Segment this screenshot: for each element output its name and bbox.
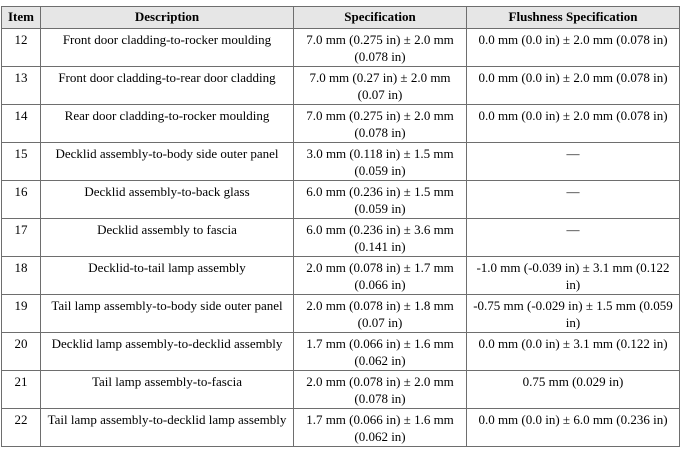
description-cell: Front door cladding-to-rear door claddin… [40, 66, 294, 105]
flushness-cell: 0.75 mm (0.029 in) [466, 370, 680, 409]
description-cell: Tail lamp assembly-to-decklid lamp assem… [40, 408, 294, 447]
specification-cell: 2.0 mm (0.078 in) ± 2.0 mm (0.078 in) [293, 370, 467, 409]
flushness-cell: 0.0 mm (0.0 in) ± 2.0 mm (0.078 in) [466, 104, 680, 143]
flushness-cell: 0.0 mm (0.0 in) ± 3.1 mm (0.122 in) [466, 332, 680, 371]
specification-cell: 1.7 mm (0.066 in) ± 1.6 mm (0.062 in) [293, 408, 467, 447]
table-row: 13 Front door cladding-to-rear door clad… [1, 66, 680, 105]
item-number: 21 [1, 370, 41, 409]
description-cell: Decklid assembly-to-body side outer pane… [40, 142, 294, 181]
specification-cell: 6.0 mm (0.236 in) ± 1.5 mm (0.059 in) [293, 180, 467, 219]
item-number: 19 [1, 294, 41, 333]
description-cell: Tail lamp assembly-to-body side outer pa… [40, 294, 294, 333]
flushness-cell: 0.0 mm (0.0 in) ± 2.0 mm (0.078 in) [466, 28, 680, 67]
table-row: 21 Tail lamp assembly-to-fascia 2.0 mm (… [1, 370, 680, 409]
flushness-cell: -0.75 mm (-0.029 in) ± 1.5 mm (0.059 in) [466, 294, 680, 333]
item-number: 20 [1, 332, 41, 371]
header-row: Item Description Specification Flushness… [1, 6, 680, 29]
header-specification: Specification [293, 6, 467, 29]
flushness-cell: — [466, 180, 680, 219]
description-cell: Decklid lamp assembly-to-decklid assembl… [40, 332, 294, 371]
table-row: 12 Front door cladding-to-rocker mouldin… [1, 28, 680, 67]
flushness-cell: — [466, 218, 680, 257]
table-row: 20 Decklid lamp assembly-to-decklid asse… [1, 332, 680, 371]
flushness-cell: — [466, 142, 680, 181]
specification-cell: 7.0 mm (0.275 in) ± 2.0 mm (0.078 in) [293, 104, 467, 143]
table-row: 15 Decklid assembly-to-body side outer p… [1, 142, 680, 181]
description-cell: Decklid-to-tail lamp assembly [40, 256, 294, 295]
specification-cell: 2.0 mm (0.078 in) ± 1.8 mm (0.07 in) [293, 294, 467, 333]
table-row: 18 Decklid-to-tail lamp assembly 2.0 mm … [1, 256, 680, 295]
flushness-cell: -1.0 mm (-0.039 in) ± 3.1 mm (0.122 in) [466, 256, 680, 295]
header-item: Item [1, 6, 41, 29]
specification-cell: 3.0 mm (0.118 in) ± 1.5 mm (0.059 in) [293, 142, 467, 181]
item-number: 16 [1, 180, 41, 219]
description-cell: Front door cladding-to-rocker moulding [40, 28, 294, 67]
table-row: 14 Rear door cladding-to-rocker moulding… [1, 104, 680, 143]
header-flushness: Flushness Specification [466, 6, 680, 29]
item-number: 17 [1, 218, 41, 257]
specification-cell: 7.0 mm (0.27 in) ± 2.0 mm (0.07 in) [293, 66, 467, 105]
item-number: 14 [1, 104, 41, 143]
table-row: 16 Decklid assembly-to-back glass 6.0 mm… [1, 180, 680, 219]
flushness-cell: 0.0 mm (0.0 in) ± 2.0 mm (0.078 in) [466, 66, 680, 105]
table-row: 22 Tail lamp assembly-to-decklid lamp as… [1, 408, 680, 447]
specification-table: Item Description Specification Flushness… [1, 6, 680, 447]
header-description: Description [40, 6, 294, 29]
specification-cell: 6.0 mm (0.236 in) ± 3.6 mm (0.141 in) [293, 218, 467, 257]
description-cell: Decklid assembly to fascia [40, 218, 294, 257]
description-cell: Rear door cladding-to-rocker moulding [40, 104, 294, 143]
table-row: 17 Decklid assembly to fascia 6.0 mm (0.… [1, 218, 680, 257]
item-number: 22 [1, 408, 41, 447]
table-row: 19 Tail lamp assembly-to-body side outer… [1, 294, 680, 333]
item-number: 12 [1, 28, 41, 67]
description-cell: Decklid assembly-to-back glass [40, 180, 294, 219]
item-number: 18 [1, 256, 41, 295]
description-cell: Tail lamp assembly-to-fascia [40, 370, 294, 409]
flushness-cell: 0.0 mm (0.0 in) ± 6.0 mm (0.236 in) [466, 408, 680, 447]
specification-cell: 2.0 mm (0.078 in) ± 1.7 mm (0.066 in) [293, 256, 467, 295]
specification-cell: 7.0 mm (0.275 in) ± 2.0 mm (0.078 in) [293, 28, 467, 67]
specification-cell: 1.7 mm (0.066 in) ± 1.6 mm (0.062 in) [293, 332, 467, 371]
item-number: 15 [1, 142, 41, 181]
item-number: 13 [1, 66, 41, 105]
